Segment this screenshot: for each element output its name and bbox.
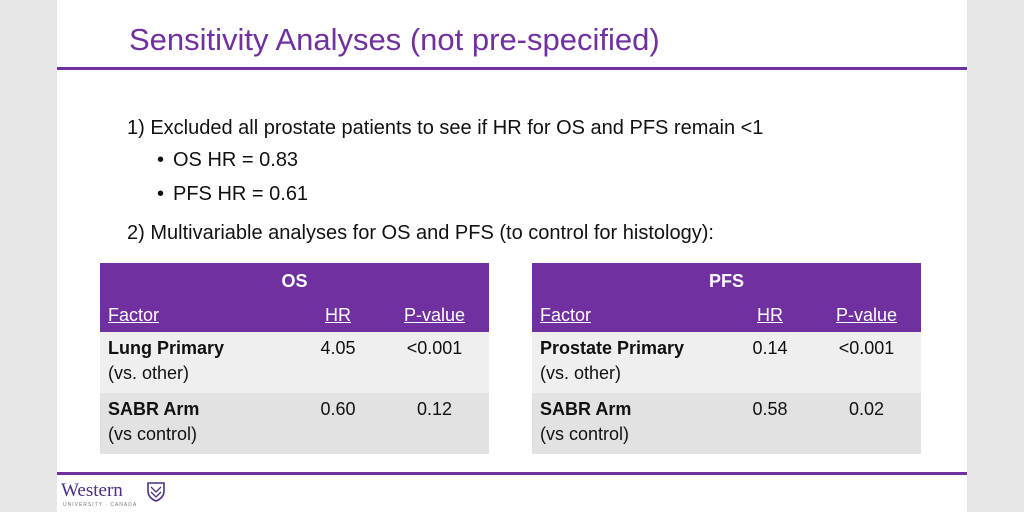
bullet-pfs-hr-text: PFS HR = 0.61 — [173, 183, 309, 205]
pfs-header-pvalue: P-value — [812, 299, 921, 332]
item-2: 2) Multivariable analyses for OS and PFS… — [127, 222, 714, 244]
footer-divider — [57, 472, 967, 475]
pvalue-cell: 0.02 — [812, 393, 921, 454]
os-header-pvalue: P-value — [380, 299, 489, 332]
os-table-title: OS — [100, 263, 489, 299]
factor-cell: SABR Arm (vs control) — [532, 393, 728, 454]
os-table: OS Factor HR P-value Lung Primary (vs. o… — [100, 263, 489, 454]
bullet-os-hr: • OS HR = 0.83 — [157, 149, 299, 171]
pvalue-cell: 0.12 — [380, 393, 489, 454]
factor-comparison: (vs control) — [108, 424, 198, 444]
table-row: Prostate Primary (vs. other) 0.14 <0.001 — [532, 332, 921, 393]
factor-name: Lung Primary — [108, 338, 225, 358]
bullet-pfs-hr: • PFS HR = 0.61 — [157, 183, 309, 205]
factor-name: SABR Arm — [108, 399, 200, 419]
slide: Sensitivity Analyses (not pre-specified)… — [57, 0, 967, 512]
hr-cell: 4.05 — [296, 332, 380, 393]
pfs-header-hr: HR — [728, 299, 812, 332]
table-row: SABR Arm (vs control) 0.60 0.12 — [100, 393, 489, 454]
table-row: SABR Arm (vs control) 0.58 0.02 — [532, 393, 921, 454]
hr-cell: 0.14 — [728, 332, 812, 393]
os-header-hr: HR — [296, 299, 380, 332]
pvalue-cell: <0.001 — [380, 332, 489, 393]
factor-cell: Lung Primary (vs. other) — [100, 332, 296, 393]
factor-comparison: (vs. other) — [540, 363, 622, 383]
hr-cell: 0.58 — [728, 393, 812, 454]
factor-comparison: (vs. other) — [108, 363, 190, 383]
factor-cell: Prostate Primary (vs. other) — [532, 332, 728, 393]
factor-name: Prostate Primary — [540, 338, 685, 358]
os-header-factor: Factor — [100, 299, 296, 332]
pvalue-cell: <0.001 — [812, 332, 921, 393]
slide-title: Sensitivity Analyses (not pre-specified) — [129, 22, 660, 57]
pfs-header-factor: Factor — [532, 299, 728, 332]
title-divider — [57, 67, 967, 70]
factor-name: SABR Arm — [540, 399, 632, 419]
logo-subtitle: UNIVERSITY · CANADA — [63, 502, 138, 508]
western-logo: Western UNIVERSITY · CANADA — [61, 480, 181, 510]
crest-icon — [147, 482, 165, 502]
factor-comparison: (vs control) — [540, 424, 630, 444]
factor-cell: SABR Arm (vs control) — [100, 393, 296, 454]
pfs-table: PFS Factor HR P-value Prostate Primary (… — [532, 263, 921, 454]
bullet-os-hr-text: OS HR = 0.83 — [173, 149, 299, 171]
pfs-table-title: PFS — [532, 263, 921, 299]
item-1: 1) Excluded all prostate patients to see… — [127, 117, 764, 139]
table-row: Lung Primary (vs. other) 4.05 <0.001 — [100, 332, 489, 393]
hr-cell: 0.60 — [296, 393, 380, 454]
logo-wordmark: Western — [61, 480, 123, 501]
